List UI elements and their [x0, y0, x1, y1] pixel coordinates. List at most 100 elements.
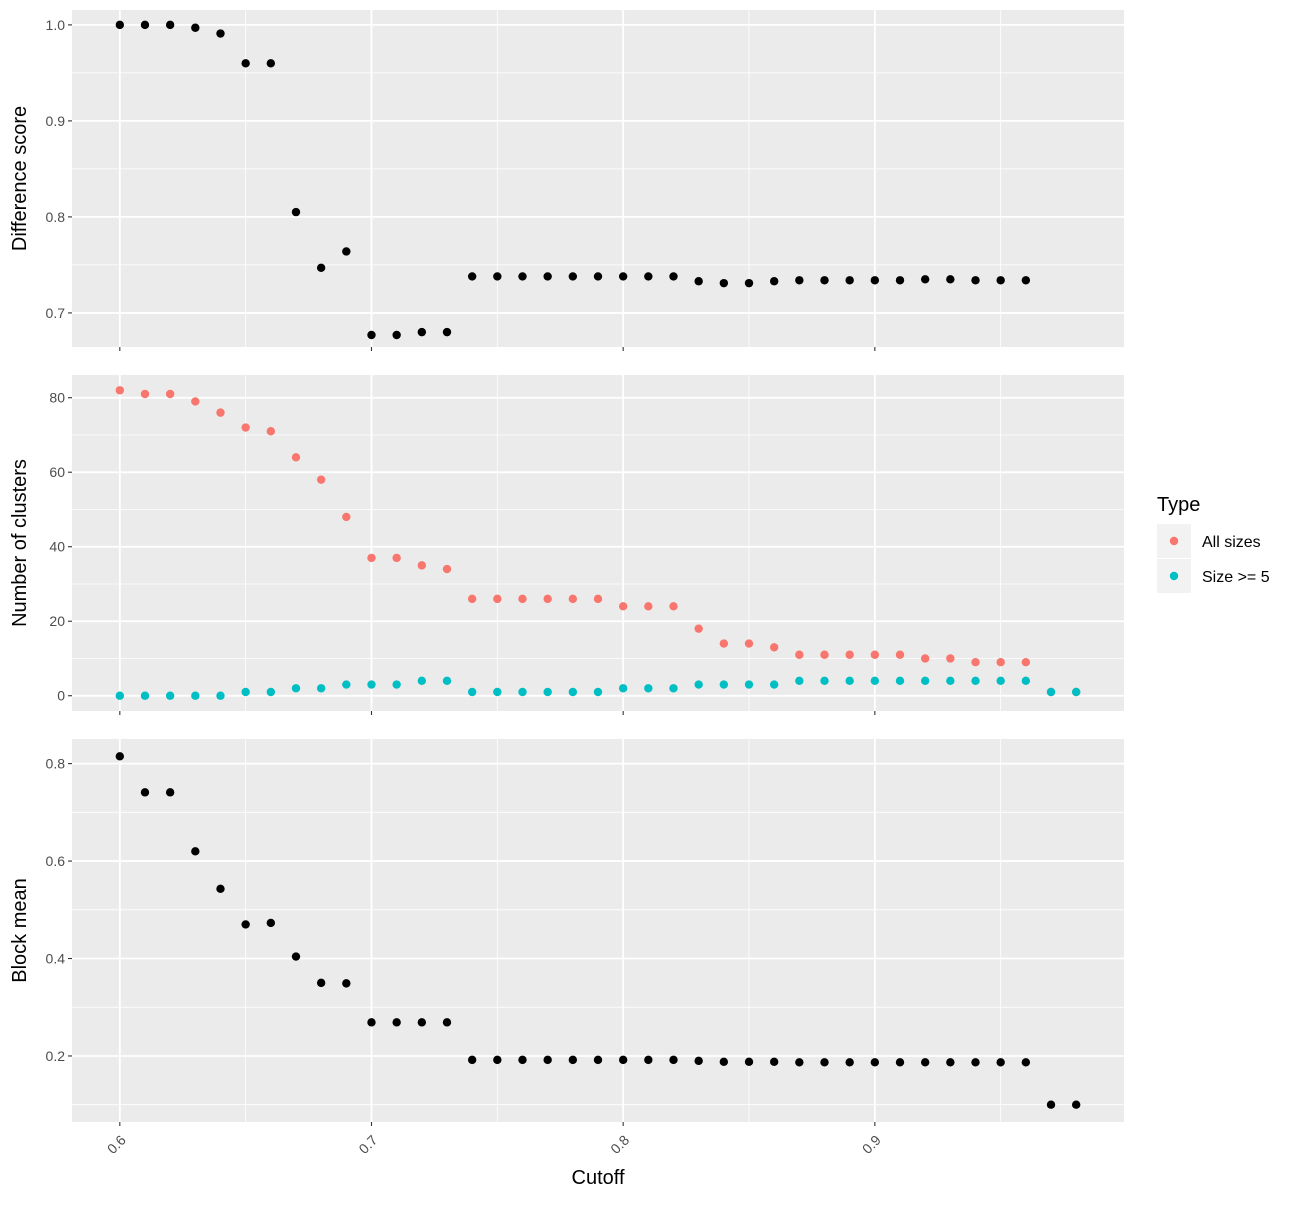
data-point [191, 23, 200, 32]
data-point [216, 884, 225, 894]
data-point [543, 687, 552, 697]
data-point [241, 920, 250, 929]
legend: Type All sizes Size >= 5 [1157, 494, 1270, 593]
data-point [367, 330, 376, 340]
panel-background [72, 375, 1124, 711]
data-point [694, 680, 703, 689]
data-point [115, 691, 125, 700]
data-point [870, 276, 880, 285]
data-point [820, 276, 829, 285]
y-tick-label: 0.8 [46, 209, 66, 225]
legend-key-point [1169, 536, 1179, 546]
data-point [744, 278, 754, 288]
data-point [719, 639, 729, 648]
data-point [946, 654, 955, 663]
y-tick-label: 0.4 [46, 951, 66, 967]
data-point [442, 676, 452, 686]
data-point [241, 687, 250, 697]
legend-key-point [1169, 571, 1179, 581]
data-point [442, 1018, 452, 1027]
y-tick-label: 40 [49, 539, 65, 555]
data-point [367, 553, 376, 563]
data-point [895, 650, 905, 659]
data-point [996, 658, 1005, 667]
legend-title: Type [1157, 494, 1200, 516]
panel-background [72, 10, 1124, 347]
data-point [769, 1057, 779, 1067]
data-point [920, 1058, 930, 1067]
data-point [115, 752, 125, 761]
data-point [291, 453, 301, 462]
x-tick-label: 0.9 [859, 1132, 884, 1157]
data-point [593, 1055, 603, 1065]
data-point [719, 680, 729, 689]
data-point [618, 684, 628, 693]
y-tick-label: 0.2 [46, 1048, 66, 1064]
data-point [568, 687, 578, 697]
data-point [971, 276, 980, 285]
panel-2: 0 20 40 60 80 Number of clusters [9, 375, 1124, 715]
y-tick-label: 80 [49, 390, 65, 406]
panel-1: 0.7 0.8 0.9 1.0 Difference score [9, 10, 1124, 351]
data-point [266, 427, 276, 436]
data-point [593, 272, 603, 281]
data-point [467, 1055, 477, 1065]
data-point [744, 1057, 754, 1067]
data-point [518, 1055, 527, 1065]
panel-background [72, 739, 1124, 1122]
series-1 [115, 386, 1081, 697]
y-tick-label: 20 [49, 613, 65, 629]
data-point [920, 654, 930, 663]
data-point [165, 691, 175, 700]
data-point [769, 643, 779, 652]
data-point [920, 676, 930, 686]
data-point [568, 594, 578, 604]
data-point [518, 594, 527, 604]
data-point [795, 676, 804, 686]
data-point [367, 680, 376, 689]
data-point [191, 691, 200, 700]
data-point [216, 408, 225, 417]
y-tick-label: 1.0 [46, 17, 66, 33]
data-point [568, 1055, 578, 1065]
data-point [618, 272, 628, 281]
data-point [669, 602, 678, 611]
data-point [971, 676, 980, 686]
data-point [543, 272, 552, 281]
data-point [518, 687, 527, 697]
data-point [769, 680, 779, 689]
data-point [996, 276, 1005, 285]
data-point [291, 207, 301, 217]
data-point [1071, 687, 1081, 697]
data-point [593, 594, 603, 604]
x-axis-title: Cutoff [572, 1167, 625, 1189]
data-point [417, 327, 427, 337]
data-point [795, 650, 804, 659]
data-point [291, 952, 301, 961]
data-point [618, 602, 628, 611]
data-point [1046, 687, 1056, 697]
series-1 [115, 20, 1031, 340]
data-point [744, 680, 754, 689]
y-axis-title: Block mean [9, 878, 31, 983]
y-axis-title: Difference score [9, 106, 31, 251]
data-point [191, 397, 200, 406]
y-tick-label: 0.9 [46, 113, 66, 129]
data-point [845, 1058, 854, 1067]
x-tick-label: 0.7 [355, 1132, 380, 1157]
data-point [946, 275, 955, 284]
data-point [392, 553, 401, 563]
data-point [719, 1057, 729, 1067]
data-point [820, 1058, 829, 1067]
data-point [493, 594, 502, 604]
series-2 [115, 676, 1081, 700]
data-point [241, 423, 250, 432]
data-point [140, 691, 150, 700]
series-1 [115, 752, 1081, 1109]
legend-label: All sizes [1202, 534, 1261, 551]
data-point [140, 788, 150, 797]
panel-3: 0.2 0.4 0.6 0.8 Block mean [9, 739, 1124, 1126]
y-tick-label: 0.7 [46, 305, 66, 321]
data-point [392, 1018, 401, 1027]
